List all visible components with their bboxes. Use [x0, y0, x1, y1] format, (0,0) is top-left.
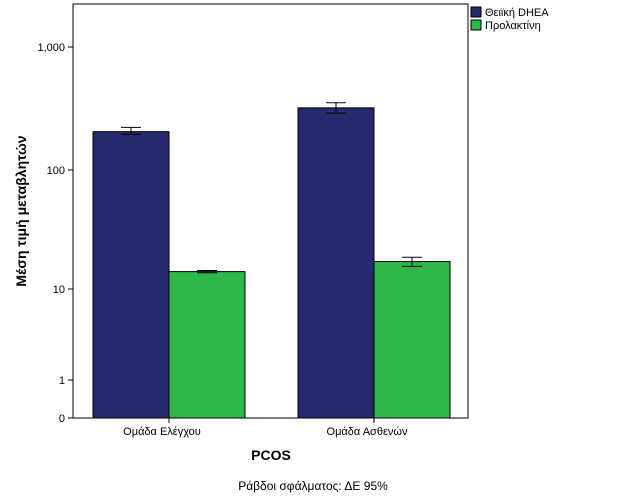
bar [168, 271, 246, 419]
bars-group [92, 107, 451, 419]
bar [92, 131, 170, 419]
y-tick-label: 1,000 [37, 42, 65, 54]
y-tick-label: 1 [59, 375, 65, 387]
legend-label: Προλακτίνη [485, 20, 541, 32]
legend-swatch [470, 19, 482, 31]
error-bars-group [121, 102, 422, 274]
error-bar-note: Ράβδοι σφάλματος: ΔΕ 95% [238, 479, 388, 493]
x-tick-label: Ομάδα Ελέγχου [123, 426, 201, 438]
x-axis: Ομάδα Ελέγχου Ομάδα Ασθενών [123, 418, 408, 438]
y-axis: 0 1 10 100 1,000 [37, 42, 73, 425]
y-tick-label: 10 [53, 284, 65, 296]
y-tick-label: 100 [47, 165, 65, 177]
y-axis-title: Μέση τιμή μεταβλητών [13, 135, 29, 286]
x-axis-title: PCOS [251, 447, 291, 463]
bar [373, 261, 451, 419]
legend-label: Θειϊκή DHEA [485, 7, 549, 19]
legend-swatch [470, 6, 482, 18]
bar [297, 107, 375, 419]
y-tick-label: 0 [59, 413, 65, 425]
x-tick-label: Ομάδα Ασθενών [327, 426, 408, 438]
